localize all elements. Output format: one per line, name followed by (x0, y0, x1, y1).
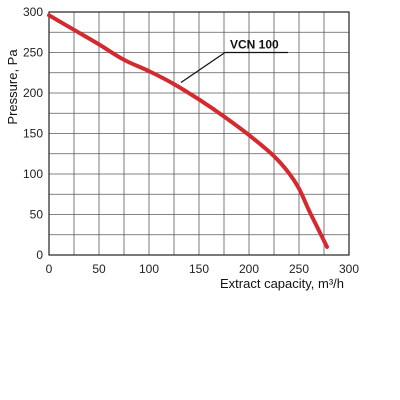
plot-frame (48, 11, 350, 256)
y-tick-label: 250 (23, 46, 43, 60)
data-point (273, 155, 275, 157)
y-tick-label: 300 (23, 5, 43, 19)
series-line (47, 13, 329, 249)
data-point (288, 172, 290, 174)
x-tick-label: 50 (92, 262, 106, 276)
data-point (73, 29, 75, 31)
data-point (123, 59, 125, 61)
y-axis-title: Pressure, Pa (5, 49, 20, 125)
data-point (248, 134, 250, 136)
data-point (318, 230, 320, 232)
annotations-layer: VCN 100 (180, 38, 288, 83)
data-point (48, 14, 50, 16)
y-tick-label: 50 (30, 208, 44, 222)
data-point (223, 115, 225, 118)
data-point (98, 43, 100, 46)
data-point (173, 83, 175, 85)
series-label: VCN 100 (230, 38, 279, 52)
data-point (148, 70, 150, 72)
data-point (298, 187, 300, 190)
tick-labels: 0 50 100 150 200 250 300 0 50 100 150 200 250 300 (23, 5, 359, 276)
x-tick-label: 300 (339, 262, 359, 276)
data-point (198, 98, 200, 101)
data-point (326, 246, 328, 248)
annotation-leader (180, 51, 288, 83)
x-axis-title: Extract capacity, m³/h (220, 276, 344, 291)
x-tick-label: 100 (139, 262, 159, 276)
x-tick-label: 0 (46, 262, 53, 276)
y-tick-label: 150 (23, 127, 43, 141)
data-point (308, 209, 310, 212)
x-tick-label: 250 (289, 262, 309, 276)
grid (48, 11, 350, 256)
y-tick-label: 200 (23, 86, 43, 100)
y-tick-label: 0 (36, 248, 43, 262)
series-layer (47, 13, 329, 249)
x-tick-label: 200 (239, 262, 259, 276)
y-tick-label: 100 (23, 167, 43, 181)
x-tick-label: 150 (189, 262, 209, 276)
